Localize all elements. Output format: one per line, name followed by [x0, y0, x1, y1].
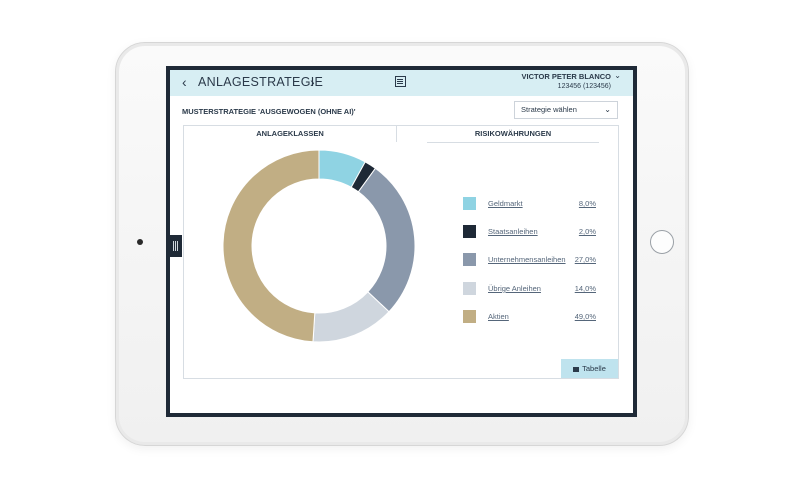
home-button[interactable] [650, 230, 674, 254]
legend-label[interactable]: Geldmarkt [488, 199, 523, 208]
legend-swatch [463, 282, 476, 295]
camera [137, 239, 143, 245]
legend-value: 2,0% [578, 227, 596, 236]
slice-unternehmensanleihen[interactable] [357, 167, 416, 313]
page-title: ANLAGESTRATEGIE [198, 75, 324, 89]
strategy-select-label: Strategie wählen [521, 105, 577, 114]
legend-label[interactable]: Staatsanleihen [488, 227, 538, 236]
legend-value: 14,0% [574, 284, 596, 293]
allocation-card: ANLAGEKLASSEN RISIKOWÄHRUNGEN Geldmarkt … [183, 125, 619, 379]
legend-swatch [463, 225, 476, 238]
legend-swatch [463, 197, 476, 210]
legend-label[interactable]: Unternehmensanleihen [488, 255, 566, 264]
legend-value: 49,0% [574, 312, 596, 321]
legend-value: 8,0% [578, 199, 596, 208]
user-name[interactable]: VICTOR PETER BLANCO [521, 72, 611, 81]
table-button-label: Tabelle [582, 364, 606, 373]
strategy-select[interactable]: Strategie wählen ⌄ [514, 101, 618, 119]
legend-label[interactable]: Übrige Anleihen [488, 284, 541, 293]
table-view-button[interactable]: Tabelle [561, 359, 618, 378]
tab-anlageklassen[interactable]: ANLAGEKLASSEN [184, 126, 397, 142]
app-screen: ‹ ANLAGESTRATEGIE › VICTOR PETER BLANCO … [170, 70, 633, 413]
chevron-down-icon: ⌄ [604, 105, 611, 114]
legend-value: 27,0% [574, 255, 596, 264]
chevron-right-icon[interactable]: › [310, 74, 315, 90]
table-icon [573, 366, 580, 372]
header-bar: ‹ ANLAGESTRATEGIE › VICTOR PETER BLANCO … [170, 70, 633, 96]
chevron-left-icon[interactable]: ‹ [182, 74, 187, 90]
allocation-donut-chart [222, 149, 416, 343]
strategy-title: MUSTERSTRATEGIE 'AUSGEWOGEN (OHNE AI)' [182, 107, 356, 116]
chevron-down-icon[interactable]: ⌄ [614, 71, 621, 80]
legend-swatch [463, 310, 476, 323]
sidebar-handle[interactable] [170, 235, 182, 257]
legend-label[interactable]: Aktien [488, 312, 509, 321]
user-id: 123456 (123456) [557, 83, 611, 90]
slice-aktien[interactable] [222, 149, 320, 343]
legend-swatch [463, 253, 476, 266]
tab-risikowaehrungen[interactable]: RISIKOWÄHRUNGEN [427, 126, 599, 143]
document-icon[interactable] [395, 76, 406, 87]
